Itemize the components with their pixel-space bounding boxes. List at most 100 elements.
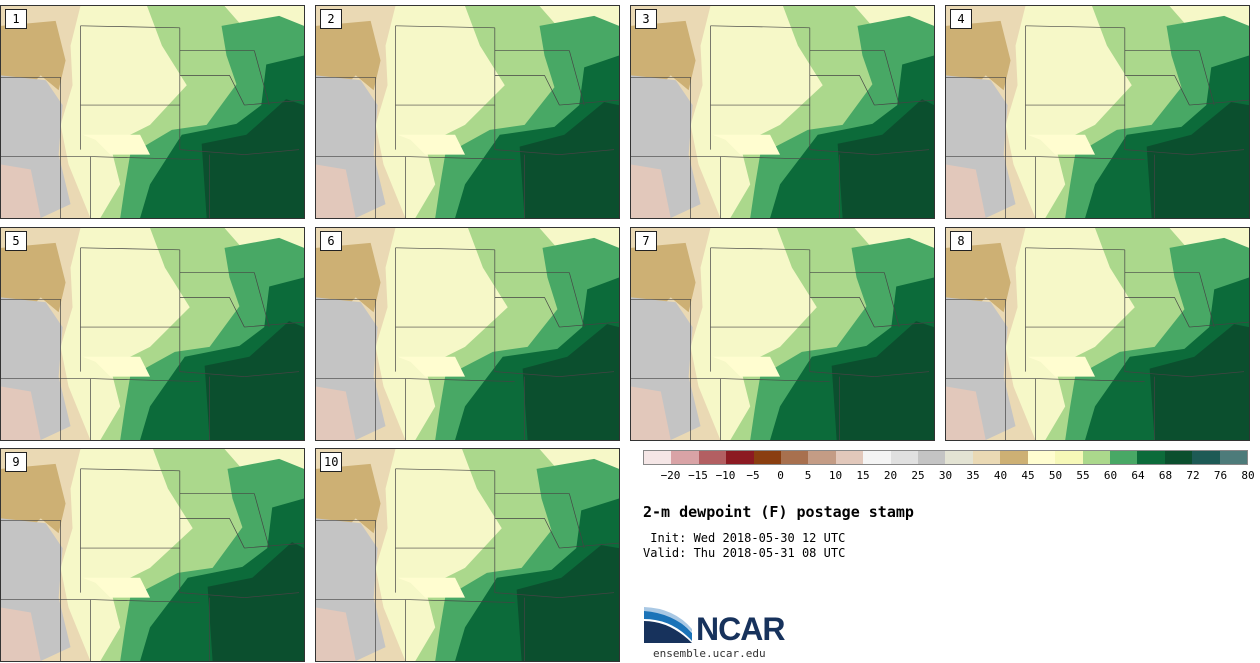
dewpoint-region: [204, 321, 304, 440]
ncar-logo[interactable]: NCAR ensemble.ucar.edu: [642, 605, 812, 660]
state-border: [90, 156, 200, 160]
state-border: [544, 297, 560, 328]
dewpoint-map: [1, 6, 304, 218]
state-border: [1025, 247, 1125, 251]
state-border: [1189, 99, 1249, 106]
state-border: [395, 247, 495, 251]
panel-number: 10: [320, 452, 343, 472]
state-border: [1174, 75, 1190, 106]
state-border: [1124, 371, 1190, 377]
state-border: [1198, 272, 1215, 328]
colorbar-tick-label: 64: [1131, 469, 1145, 482]
panel-number: 6: [320, 231, 342, 251]
state-border: [559, 371, 615, 377]
colorbar-tick-label: 5: [804, 469, 812, 482]
postage-stamp-panel[interactable]: 1: [0, 5, 305, 219]
state-border: [395, 25, 495, 29]
colorbar-swatch: [1055, 451, 1083, 464]
postage-stamp-panel[interactable]: 2: [315, 5, 620, 219]
state-border: [874, 371, 930, 377]
colorbar-tick-label: 80: [1241, 469, 1255, 482]
state-border: [229, 75, 245, 106]
state-border: [494, 371, 560, 377]
colorbar-tick-label: 25: [911, 469, 925, 482]
dewpoint-region: [631, 242, 696, 318]
state-border: [1025, 25, 1125, 29]
state-border: [80, 247, 180, 251]
state-border: [179, 592, 245, 598]
colorbar-swatch: [863, 451, 891, 464]
postage-stamp-panel[interactable]: 5: [0, 227, 305, 441]
dewpoint-region: [1, 20, 66, 96]
state-border: [544, 75, 560, 106]
state-border: [229, 518, 245, 549]
state-border: [859, 297, 875, 328]
postage-stamp-panel[interactable]: 9: [0, 448, 305, 662]
dewpoint-region: [1027, 134, 1096, 155]
dewpoint-map: [631, 6, 934, 218]
postage-stamp-panel[interactable]: 10: [315, 448, 620, 662]
colorbar-swatch: [698, 451, 727, 464]
state-border: [1124, 149, 1190, 155]
dewpoint-region: [946, 164, 986, 218]
colorbar-legend: −20 −15 −10 −5 0 5 10 15 20 25 30 35 40 45 50 55 60 64 68 7…: [643, 450, 1255, 490]
colorbar-swatch: [890, 451, 919, 464]
state-border: [874, 321, 934, 328]
state-border: [559, 149, 615, 155]
dewpoint-region: [201, 99, 304, 218]
state-border: [395, 468, 495, 472]
postage-stamp-panel[interactable]: 7: [630, 227, 935, 441]
state-border: [720, 378, 830, 382]
colorbar-tick-label: 60: [1103, 469, 1118, 482]
colorbar-swatch: [644, 451, 672, 464]
colorbar: [643, 450, 1248, 465]
state-border: [1174, 297, 1190, 328]
dewpoint-region: [1146, 102, 1249, 218]
state-border: [720, 156, 830, 160]
colorbar-tick-label: 15: [856, 469, 870, 482]
dewpoint-region: [316, 20, 381, 96]
dewpoint-region: [316, 164, 356, 218]
colorbar-swatch: [726, 451, 754, 464]
colorbar-swatch: [1109, 451, 1138, 464]
colorbar-swatch: [1137, 451, 1165, 464]
state-border: [859, 75, 875, 106]
panel-number: 9: [5, 452, 27, 472]
postage-stamp-panel[interactable]: 3: [630, 5, 935, 219]
dewpoint-map: [316, 228, 619, 440]
state-border: [253, 493, 270, 549]
dewpoint-region: [1, 164, 41, 218]
dewpoint-region: [1, 386, 41, 440]
dewpoint-region: [397, 356, 466, 377]
state-border: [874, 99, 934, 106]
state-border: [883, 272, 900, 328]
dewpoint-region: [316, 242, 381, 318]
state-border: [244, 592, 300, 598]
state-border: [229, 297, 245, 328]
state-border: [244, 371, 300, 377]
dewpoint-region: [82, 356, 151, 377]
colorbar-tick-label: 30: [938, 469, 953, 482]
colorbar-swatch: [918, 451, 946, 464]
chart-title: 2-m dewpoint (F) postage stamp: [643, 503, 914, 521]
colorbar-tick-label: 50: [1048, 469, 1063, 482]
colorbar-tick-label: −10: [715, 469, 736, 482]
state-border: [710, 25, 810, 29]
state-border: [1198, 50, 1215, 106]
state-border: [544, 518, 560, 549]
postage-stamp-panel[interactable]: 6: [315, 227, 620, 441]
state-border: [1189, 321, 1249, 328]
dewpoint-region: [1149, 324, 1249, 440]
state-border: [1035, 378, 1145, 382]
postage-stamp-panel[interactable]: 8: [945, 227, 1250, 441]
dewpoint-map: [946, 6, 1249, 218]
postage-stamp-panel[interactable]: 4: [945, 5, 1250, 219]
colorbar-tick-label: 68: [1158, 469, 1173, 482]
colorbar-swatch: [1000, 451, 1028, 464]
dewpoint-region: [837, 99, 934, 218]
state-border: [244, 321, 304, 328]
colorbar-tick-label: 55: [1076, 469, 1090, 482]
colorbar-swatch: [781, 451, 809, 464]
colorbar-tick-label: −20: [660, 469, 681, 482]
state-border: [253, 272, 270, 328]
